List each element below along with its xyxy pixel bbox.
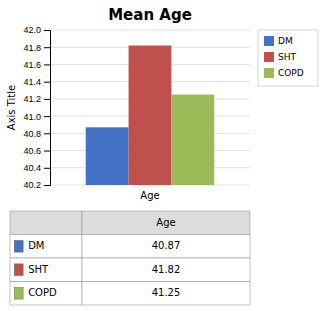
bars	[86, 46, 215, 186]
table-cell	[10, 211, 82, 235]
table-row-label: COPD	[28, 287, 57, 298]
tick-mark	[44, 30, 50, 31]
tick: 40.4	[23, 163, 50, 173]
tick-mark	[44, 64, 50, 65]
plot: 40.2 40.4 40.6 40.8 41.0 41.2 41.4 41.6 41.8 42.0	[23, 25, 250, 190]
y-axis: 40.2 40.4 40.6 40.8 41.0 41.2 41.4 41.6 41.8 42.0	[23, 25, 50, 190]
grid	[50, 30, 250, 185]
table: Age DM 40.87 SHT 41.82 COPD 41.25	[10, 211, 250, 305]
chart: 40.2 40.4 40.6 40.8 41.0 41.2 41.4 41.6 41.8 42.0…	[0, 0, 325, 311]
tick: 41.0	[23, 111, 50, 121]
title: Mean Age	[108, 6, 192, 24]
tick: 41.4	[23, 77, 50, 87]
tick: 40.6	[23, 146, 50, 156]
bar	[86, 127, 129, 185]
tick: 41.2	[23, 94, 50, 104]
tick: 41.8	[23, 43, 50, 53]
table-cell	[10, 235, 82, 259]
tick-label: 40.6	[23, 146, 41, 156]
bar	[171, 95, 214, 185]
legend-label: SHT	[278, 52, 296, 62]
legend-swatch	[264, 36, 274, 46]
table-cell	[10, 258, 82, 282]
tick-mark	[44, 82, 50, 83]
bar	[129, 46, 172, 186]
grid-line	[50, 30, 250, 31]
legend-label: COPD	[278, 68, 304, 78]
tick-label: 41.4	[23, 77, 41, 87]
table-row-label: SHT	[28, 264, 49, 275]
table-cell	[82, 235, 250, 259]
tick: 40.8	[23, 129, 50, 139]
table-swatch	[14, 240, 23, 252]
legend-item: SHT	[264, 52, 296, 63]
table-header: Age	[156, 217, 175, 228]
tick-label: 42.0	[23, 25, 41, 35]
legend-label: DM	[278, 36, 293, 46]
table-cell	[10, 282, 82, 306]
table-row-label: DM	[28, 240, 44, 251]
tick-mark	[44, 151, 50, 152]
tick-label: 41.8	[23, 43, 41, 53]
table-cell	[82, 258, 250, 282]
legend-swatch	[264, 52, 274, 62]
tick-mark	[44, 116, 50, 117]
table-value: 41.82	[152, 264, 181, 275]
tick-label: 40.2	[23, 180, 41, 190]
axis-line	[44, 31, 51, 186]
tick: 41.6	[23, 60, 50, 70]
table-cell	[82, 282, 250, 306]
tick-label: 41.2	[23, 94, 41, 104]
table-swatch	[14, 287, 23, 299]
tick-mark	[44, 99, 50, 100]
tick-label: 40.4	[23, 163, 41, 173]
x-axis-title: Age	[140, 190, 159, 201]
tick-mark	[44, 185, 50, 186]
table-swatch	[14, 264, 23, 276]
tick-label: 40.8	[23, 129, 41, 139]
table-value: 41.25	[152, 287, 181, 298]
legend-frame	[258, 30, 318, 86]
legend-swatch	[264, 68, 274, 78]
tick: 42.0	[23, 25, 50, 35]
tick-mark	[44, 168, 50, 169]
legend-item: COPD	[264, 68, 304, 79]
y-axis-title: Axis Title	[6, 85, 17, 130]
table-cell	[82, 211, 250, 235]
tick: 40.2	[23, 180, 50, 190]
tick-label: 41.0	[23, 111, 41, 121]
tick-label: 41.6	[23, 60, 41, 70]
table-value: 40.87	[152, 240, 181, 251]
legend: DM SHT COPD	[258, 30, 318, 86]
tick-mark	[44, 133, 50, 134]
tick-mark	[44, 47, 50, 48]
legend-item: DM	[264, 36, 293, 47]
